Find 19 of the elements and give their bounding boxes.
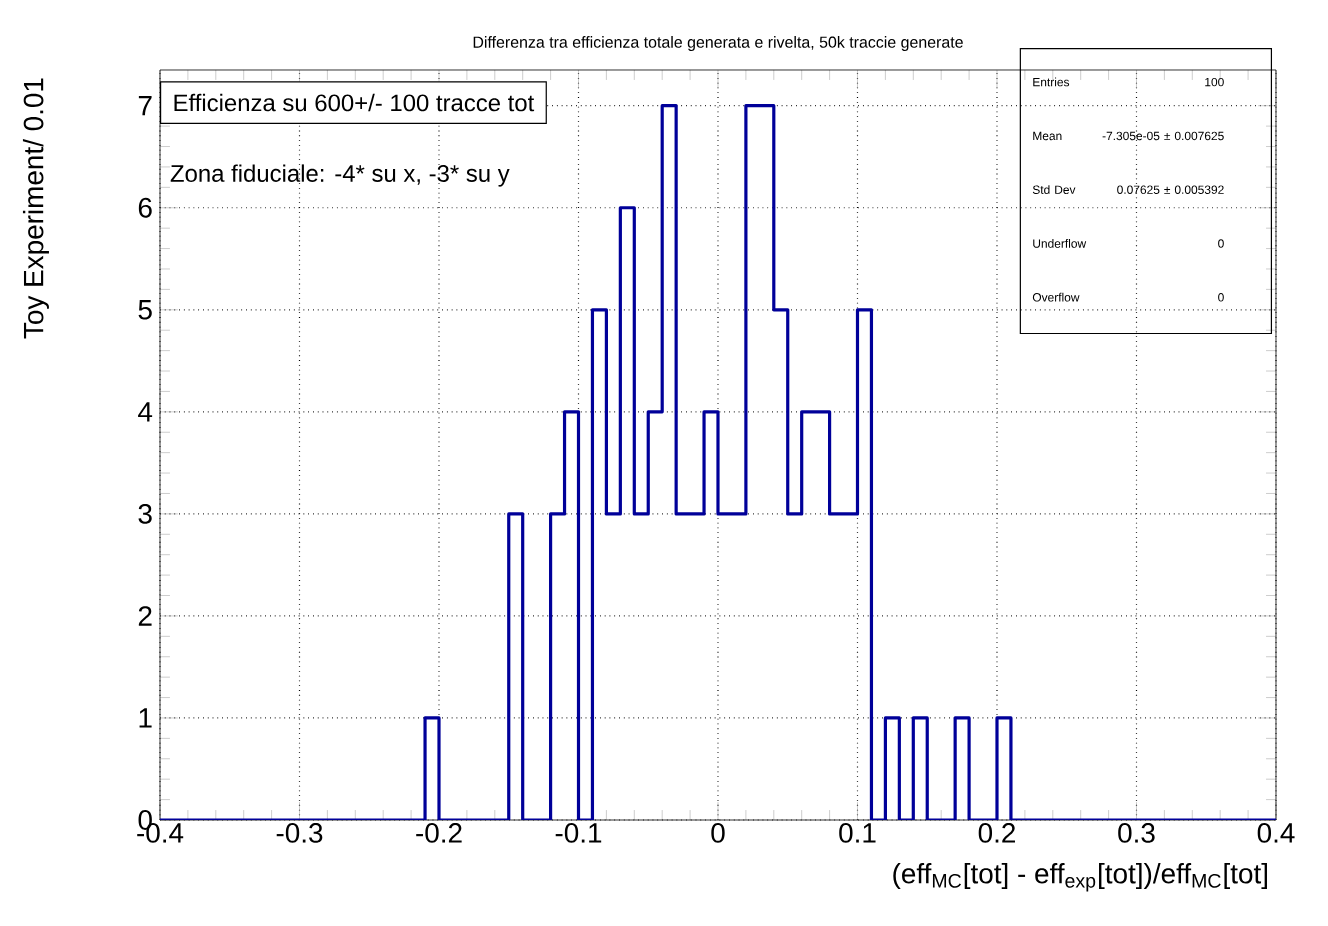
annotation: Zona fiduciale: -4* su x, -3* su y [170,164,510,187]
y-tick-label: 6 [138,197,152,218]
y-tick-label: 3 [138,503,152,524]
x-axis-title: (eff$_{MC}$[tot] - eff$_{exp}$[tot])/eff$_{MC}$[tot] [893,863,1267,892]
x-tick-label: 0.3 [1118,823,1155,843]
x-tick-label: 0 [711,823,725,843]
y-axis-title: Toy Experiment/ 0.01 [22,78,49,339]
x-tick-label: -0.1 [555,823,602,843]
x-tick-label: 0.2 [978,823,1015,843]
x-tick-label: 0.4 [1257,823,1295,843]
y-tick-label: 2 [138,606,152,626]
annotation: Efficienza su 600+/- 100 tracce tot [174,93,535,112]
y-tick-label: 1 [139,708,152,728]
y-tick-label: 7 [138,96,152,116]
x-tick-label: -0.3 [276,823,323,843]
x-tick-label: 0.1 [839,823,876,843]
y-tick-label: 4 [138,402,153,422]
x-tick-label: -0.2 [416,823,462,843]
y-tick-label: 5 [138,300,152,320]
